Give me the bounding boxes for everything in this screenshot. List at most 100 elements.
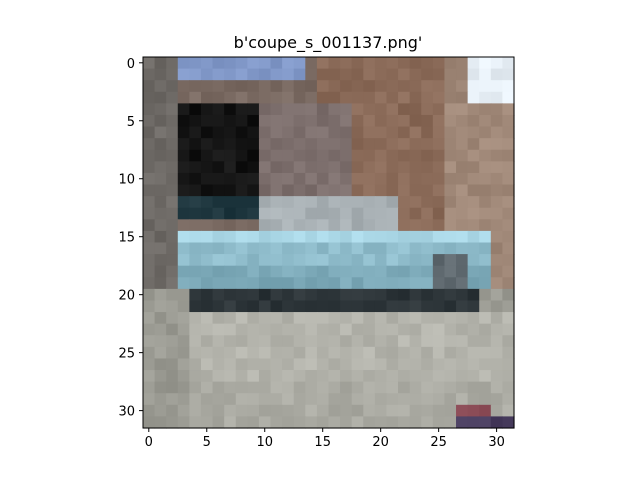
image-pixel <box>363 68 376 81</box>
image-pixel <box>293 57 306 70</box>
image-pixel <box>258 196 272 209</box>
image-pixel <box>258 312 272 325</box>
image-pixel <box>409 126 422 139</box>
image-pixel <box>282 242 295 255</box>
image-pixel <box>305 149 318 162</box>
image-pixel <box>189 404 202 417</box>
image-pixel <box>247 254 260 267</box>
image-pixel <box>154 196 167 209</box>
image-pixel <box>351 323 364 336</box>
image-pixel <box>235 196 248 209</box>
image-pixel <box>444 335 457 348</box>
x-tick-label: 10 <box>256 435 273 450</box>
image-pixel <box>212 103 225 116</box>
image-pixel <box>502 254 515 267</box>
image-pixel <box>398 184 411 197</box>
image-pixel <box>189 68 202 81</box>
image-pixel <box>189 358 202 371</box>
image-pixel <box>340 323 353 336</box>
image-pixel <box>351 288 364 302</box>
x-tick-label: 5 <box>203 435 211 450</box>
image-pixel <box>316 416 330 429</box>
image-pixel <box>282 172 295 186</box>
image-pixel <box>467 265 480 278</box>
image-pixel <box>340 138 353 151</box>
image-pixel <box>154 288 167 302</box>
image-pixel <box>166 323 179 336</box>
image-pixel <box>467 416 480 429</box>
image-pixel <box>282 138 295 151</box>
image-pixel <box>316 288 330 302</box>
image-pixel <box>467 323 480 336</box>
image-pixel <box>316 207 330 220</box>
image-pixel <box>421 393 434 406</box>
image-pixel <box>154 370 167 383</box>
image-pixel <box>351 370 364 383</box>
image-pixel <box>363 91 376 104</box>
image-pixel <box>166 68 179 81</box>
image-pixel <box>293 196 306 209</box>
image-pixel <box>258 184 272 197</box>
image-pixel <box>340 312 353 325</box>
image-pixel <box>177 312 190 325</box>
image-pixel <box>374 404 388 417</box>
image-pixel <box>432 138 446 151</box>
image-pixel <box>258 277 272 290</box>
image-pixel <box>258 172 272 186</box>
image-pixel <box>235 370 248 383</box>
image-pixel <box>235 68 248 81</box>
image-pixel <box>398 207 411 220</box>
image-pixel <box>502 393 515 406</box>
image-pixel <box>235 288 248 302</box>
image-pixel <box>166 103 179 116</box>
image-pixel <box>328 57 341 70</box>
image-pixel <box>467 277 480 290</box>
image-pixel <box>432 196 446 209</box>
image-pixel <box>340 57 353 70</box>
image-pixel <box>409 323 422 336</box>
image-pixel <box>293 103 306 116</box>
image-pixel <box>374 103 388 116</box>
image-pixel <box>224 312 237 325</box>
image-pixel <box>421 323 434 336</box>
image-pixel <box>374 80 388 93</box>
image-pixel <box>328 184 341 197</box>
image-pixel <box>444 91 457 104</box>
image-pixel <box>386 207 399 220</box>
image-pixel <box>467 404 480 417</box>
image-pixel <box>386 312 399 325</box>
image-pixel <box>305 68 318 81</box>
image-pixel <box>166 277 179 290</box>
image-pixel <box>409 393 422 406</box>
image-pixel <box>247 312 260 325</box>
image-pixel <box>305 404 318 417</box>
image-pixel <box>189 184 202 197</box>
image-pixel <box>316 358 330 371</box>
image-pixel <box>374 184 388 197</box>
image-pixel <box>398 288 411 302</box>
image-pixel <box>154 312 167 325</box>
image-pixel <box>444 114 457 128</box>
image-pixel <box>409 346 422 360</box>
image-pixel <box>235 265 248 278</box>
image-pixel <box>224 230 237 244</box>
image-pixel <box>293 161 306 174</box>
image-pixel <box>351 57 364 70</box>
image-pixel <box>305 254 318 267</box>
image-pixel <box>212 346 225 360</box>
image-pixel <box>316 126 330 139</box>
image-pixel <box>490 207 503 220</box>
image-pixel <box>479 161 492 174</box>
image-pixel <box>143 68 156 81</box>
image-pixel <box>421 80 434 93</box>
image-pixel <box>374 370 388 383</box>
image-pixel <box>258 288 272 302</box>
image-pixel <box>502 103 515 116</box>
image-pixel <box>247 196 260 209</box>
image-pixel <box>340 184 353 197</box>
image-pixel <box>189 161 202 174</box>
image-pixel <box>386 114 399 128</box>
image-pixel <box>363 57 376 70</box>
image-pixel <box>328 300 341 313</box>
image-pixel <box>154 335 167 348</box>
